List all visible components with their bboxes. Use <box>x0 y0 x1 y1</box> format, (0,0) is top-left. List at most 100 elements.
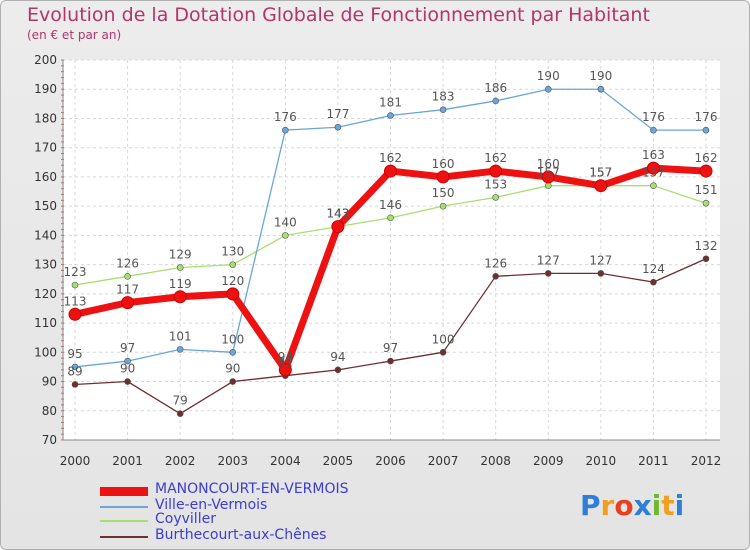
series-2-point <box>492 194 499 201</box>
y-tick-label: 90 <box>42 375 57 389</box>
legend-swatch <box>100 506 148 508</box>
logo-letter: P <box>580 489 601 522</box>
series-3-point <box>71 381 79 388</box>
logo-letter: i <box>651 489 662 522</box>
data-label: 150 <box>432 186 455 200</box>
series-3-point <box>650 278 657 286</box>
y-tick-label: 140 <box>34 228 57 242</box>
data-label: 126 <box>116 256 139 270</box>
data-label: 190 <box>537 69 560 83</box>
series-3-point <box>387 357 394 365</box>
data-label: 97 <box>383 341 398 355</box>
y-tick-label: 80 <box>42 404 57 418</box>
data-label: 100 <box>221 332 244 346</box>
plot-area <box>63 60 720 440</box>
data-label: 157 <box>589 166 612 180</box>
series-2-point <box>439 202 447 210</box>
series-3-point <box>544 270 552 277</box>
chart-subtitle: (en € et par an) <box>27 28 122 42</box>
data-label: 97 <box>120 341 135 355</box>
logo-letter: o <box>614 489 634 522</box>
legend-label: Ville-en-Vermois <box>155 497 268 513</box>
data-label: 95 <box>67 347 82 361</box>
series-1-point <box>544 85 552 93</box>
data-label: 143 <box>326 207 349 221</box>
series-0-point <box>489 164 503 178</box>
data-label: 94 <box>278 350 293 364</box>
data-label: 146 <box>379 198 402 212</box>
logo-letter: r <box>600 489 615 522</box>
data-label: 79 <box>173 394 188 408</box>
data-label: 123 <box>64 265 87 279</box>
data-label: 124 <box>642 262 665 276</box>
series-2-point <box>71 281 79 289</box>
x-tick-label: 2004 <box>270 454 301 468</box>
data-label: 157 <box>589 166 612 180</box>
series-3-point <box>229 378 237 385</box>
series-1-point <box>387 112 394 119</box>
x-tick-label: 2009 <box>533 454 564 468</box>
series-2-point <box>650 182 657 189</box>
data-label: 140 <box>274 215 297 229</box>
logo-letter: i <box>674 489 685 522</box>
data-label: 126 <box>484 256 507 270</box>
legend-label: Burthecourt-aux-Chênes <box>155 527 327 543</box>
y-tick-label: 120 <box>34 287 57 301</box>
series-0-point <box>331 220 345 234</box>
y-tick-label: 130 <box>34 258 57 272</box>
series-1-point <box>282 126 289 134</box>
data-label: 127 <box>589 253 612 267</box>
y-tick-label: 190 <box>34 82 57 96</box>
series-0-point <box>121 296 135 310</box>
series-0-point <box>646 161 660 175</box>
legend-swatch <box>100 520 148 522</box>
series-1-point <box>439 106 447 113</box>
series-2-point <box>702 199 710 207</box>
series-3-point <box>492 273 499 280</box>
data-label: 130 <box>221 245 244 259</box>
series-0-point <box>384 164 397 178</box>
data-label: 176 <box>274 110 297 124</box>
series-0-point <box>436 170 450 184</box>
chart-title: Evolution de la Dotation Globale de Fonc… <box>27 4 650 26</box>
data-label: 181 <box>379 96 402 110</box>
series-2-point <box>176 264 184 271</box>
x-tick-label: 2003 <box>217 454 248 468</box>
series-1-point <box>334 123 342 131</box>
data-label: 176 <box>642 110 665 124</box>
series-2-point <box>282 232 289 239</box>
data-label: 120 <box>221 274 244 288</box>
series-3-point <box>439 349 447 356</box>
series-0-point <box>68 307 82 321</box>
x-tick-label: 2007 <box>428 454 459 468</box>
data-label: 143 <box>326 207 349 221</box>
series-2-point <box>124 273 131 280</box>
data-label: 92 <box>278 356 293 370</box>
data-label: 153 <box>484 177 507 191</box>
data-label: 100 <box>432 332 455 346</box>
data-label: 160 <box>432 157 455 171</box>
x-tick-label: 2012 <box>691 454 722 468</box>
data-label: 132 <box>695 239 718 253</box>
legend-label: MANONCOURT-EN-VERMOIS <box>155 481 349 497</box>
data-label: 117 <box>116 283 139 297</box>
x-tick-label: 2002 <box>165 454 196 468</box>
data-label: 129 <box>169 248 192 262</box>
x-tick-label: 2011 <box>638 454 669 468</box>
data-label: 190 <box>589 69 612 83</box>
series-2-point <box>387 214 394 222</box>
data-label: 101 <box>169 329 192 343</box>
data-label: 183 <box>432 90 455 104</box>
data-label: 90 <box>225 362 240 376</box>
y-tick-label: 160 <box>34 170 57 184</box>
data-label: 89 <box>67 364 82 378</box>
series-1-point <box>492 97 499 105</box>
y-tick-label: 70 <box>42 433 57 447</box>
data-label: 177 <box>326 107 349 121</box>
legend-swatch <box>100 486 148 496</box>
x-tick-label: 2000 <box>60 454 91 468</box>
series-0-point <box>278 363 292 377</box>
series-2-point <box>229 261 237 268</box>
series-3-point <box>334 366 342 374</box>
series-3-point <box>702 255 710 263</box>
